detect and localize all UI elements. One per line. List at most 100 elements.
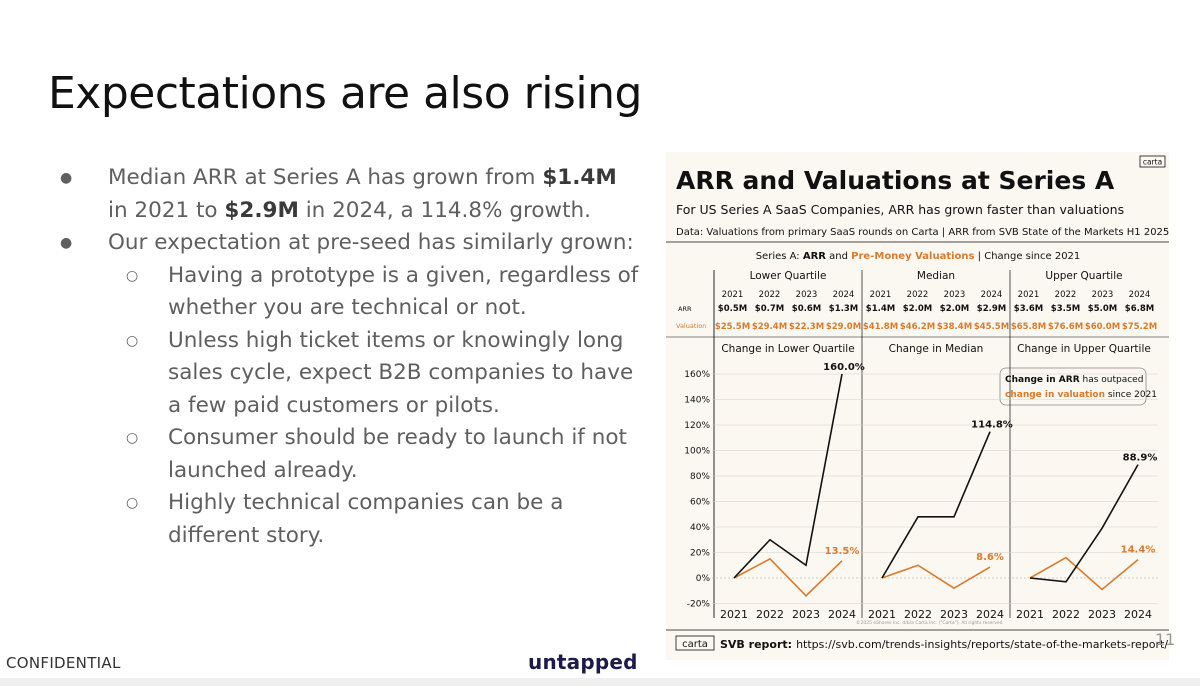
bullet-text: Our expectation at pre-seed has similarl… xyxy=(108,230,634,255)
table-year: 2021 xyxy=(1018,290,1040,300)
bottom-bar xyxy=(0,678,1200,686)
table-year: 2024 xyxy=(981,290,1003,300)
table-year: 2023 xyxy=(944,290,966,300)
arr-end-label: 160.0% xyxy=(823,362,865,373)
arr-end-label: 114.8% xyxy=(971,420,1013,431)
valuation-value: $76.6M xyxy=(1048,322,1083,332)
chart-title: ARR and Valuations at Series A xyxy=(676,166,1115,195)
table-year: 2022 xyxy=(759,290,781,300)
panel-title: Lower Quartile xyxy=(750,270,827,282)
callout-text-2: since 2021 xyxy=(1105,390,1157,400)
valuation-line xyxy=(733,557,843,597)
arr-value: $2.9M xyxy=(977,304,1006,314)
valuation-value: $60.0M xyxy=(1085,322,1120,332)
footer-source: SVB report: https://svb.com/trends-insigh… xyxy=(720,638,1168,651)
x-tick-label: 2023 xyxy=(792,608,820,621)
arr-line xyxy=(881,431,991,579)
arr-value: $1.3M xyxy=(829,304,858,314)
table-year: 2021 xyxy=(722,290,744,300)
row-label-arr: ARR xyxy=(678,305,692,313)
bullet-item: Median ARR at Series A has grown from $1… xyxy=(60,162,640,227)
valuation-value: $22.3M xyxy=(789,322,824,332)
y-tick-label: 160% xyxy=(684,370,710,380)
x-tick-label: 2023 xyxy=(940,608,968,621)
y-tick-label: 40% xyxy=(690,523,710,533)
row-label-valuation: Valuation xyxy=(676,322,706,330)
panel-title: Upper Quartile xyxy=(1045,270,1122,282)
change-title: Change in Upper Quartile xyxy=(1017,343,1151,355)
x-tick-label: 2021 xyxy=(1016,608,1044,621)
y-tick-label: -20% xyxy=(687,600,711,610)
arr-value: $6.8M xyxy=(1125,304,1154,314)
y-tick-label: 80% xyxy=(690,472,710,482)
sub-bullet-item: Highly technical companies can be a diff… xyxy=(60,487,640,552)
confidential-label: CONFIDENTIAL xyxy=(6,654,121,672)
arr-value: $2.0M xyxy=(940,304,969,314)
bullet-text: in 2021 to xyxy=(108,197,225,223)
footer-url: https://svb.com/trends-insights/reports/… xyxy=(796,638,1168,651)
carta-logo: carta xyxy=(1143,158,1162,167)
y-tick-label: 60% xyxy=(690,498,710,508)
x-tick-label: 2022 xyxy=(904,608,932,621)
slide-title: Expectations are also rising xyxy=(48,68,642,119)
valuation-value: $41.8M xyxy=(863,322,898,332)
callout-text: has outpaced xyxy=(1080,375,1144,385)
bullet-text: in 2024, a 114.8% growth. xyxy=(298,197,591,223)
chart-subtitle: For US Series A SaaS Companies, ARR has … xyxy=(676,202,1124,217)
arr-value: $1.4M xyxy=(866,304,895,314)
arr-value: $0.7M xyxy=(755,304,784,314)
carta-logo-box xyxy=(1139,155,1166,168)
y-tick-label: 140% xyxy=(684,396,710,406)
x-tick-label: 2021 xyxy=(868,608,896,621)
valuation-value: $45.5M xyxy=(974,322,1009,332)
valuation-value: $38.4M xyxy=(937,322,972,332)
valuation-value: $65.8M xyxy=(1011,322,1046,332)
callout-valuation: change in valuation xyxy=(1005,390,1105,400)
page-number: 11 xyxy=(1155,630,1176,649)
table-year: 2022 xyxy=(907,290,929,300)
callout-arr: Change in ARR xyxy=(1005,375,1080,385)
chart-data-note: Data: Valuations from primary SaaS round… xyxy=(676,227,1169,238)
chart-header-pre: Series A: xyxy=(756,251,803,262)
y-tick-label: 0% xyxy=(696,574,711,584)
arr-value: $0.5M xyxy=(718,304,747,314)
x-tick-label: 2023 xyxy=(1088,608,1116,621)
chart-plot: 160% 140% 120% 100% 80% 60% 40% 20% 0% -20% Lower … xyxy=(666,270,1169,621)
sub-bullet-item: Having a prototype is a given, regardles… xyxy=(60,260,640,325)
change-title: Change in Median xyxy=(889,343,984,355)
panel-title: Median xyxy=(917,270,955,282)
x-tick-label: 2024 xyxy=(976,608,1004,621)
y-tick-label: 20% xyxy=(690,549,710,559)
footer-logo: carta xyxy=(682,639,708,650)
arr-value: $3.6M xyxy=(1014,304,1043,314)
table-year: 2024 xyxy=(1129,290,1151,300)
callout-box xyxy=(999,367,1147,406)
sub-bullet-item: Unless high ticket items or knowingly lo… xyxy=(60,325,640,423)
bullet-list: Median ARR at Series A has grown from $1… xyxy=(60,162,640,552)
arr-line xyxy=(733,373,843,579)
brand-logo: untapped xyxy=(528,650,638,674)
bullet-text: Median ARR at Series A has grown from xyxy=(108,165,543,190)
table-year: 2022 xyxy=(1055,290,1077,300)
bullet-bold-value: $1.4M xyxy=(542,165,617,190)
arr-end-label: 88.9% xyxy=(1123,453,1158,464)
valuation-end-label: 14.4% xyxy=(1121,545,1156,556)
x-tick-label: 2022 xyxy=(1052,608,1080,621)
table-year: 2023 xyxy=(796,290,818,300)
arr-line xyxy=(1029,464,1139,583)
arr-value: $5.0M xyxy=(1088,304,1117,314)
valuation-line xyxy=(881,564,991,590)
chart-header-valuation: Pre-Money Valuations xyxy=(851,251,974,262)
valuation-value: $25.5M xyxy=(715,322,750,332)
table-year: 2024 xyxy=(833,290,855,300)
valuation-value: $29.0M xyxy=(826,322,861,332)
table-year: 2021 xyxy=(870,290,892,300)
chart-svg: carta ARR and Valuations at Series A For… xyxy=(666,155,1169,651)
callout-line-2: change in valuation since 2021 xyxy=(1005,390,1157,400)
y-tick-label: 100% xyxy=(684,447,710,457)
chart-header-and: and xyxy=(826,251,851,262)
valuation-end-label: 8.6% xyxy=(976,552,1004,563)
chart-copyright: ©2025 eShares Inc. d/b/a Carta Inc. ("Ca… xyxy=(856,619,1003,626)
arr-value: $2.0M xyxy=(903,304,932,314)
valuation-value: $46.2M xyxy=(900,322,935,332)
